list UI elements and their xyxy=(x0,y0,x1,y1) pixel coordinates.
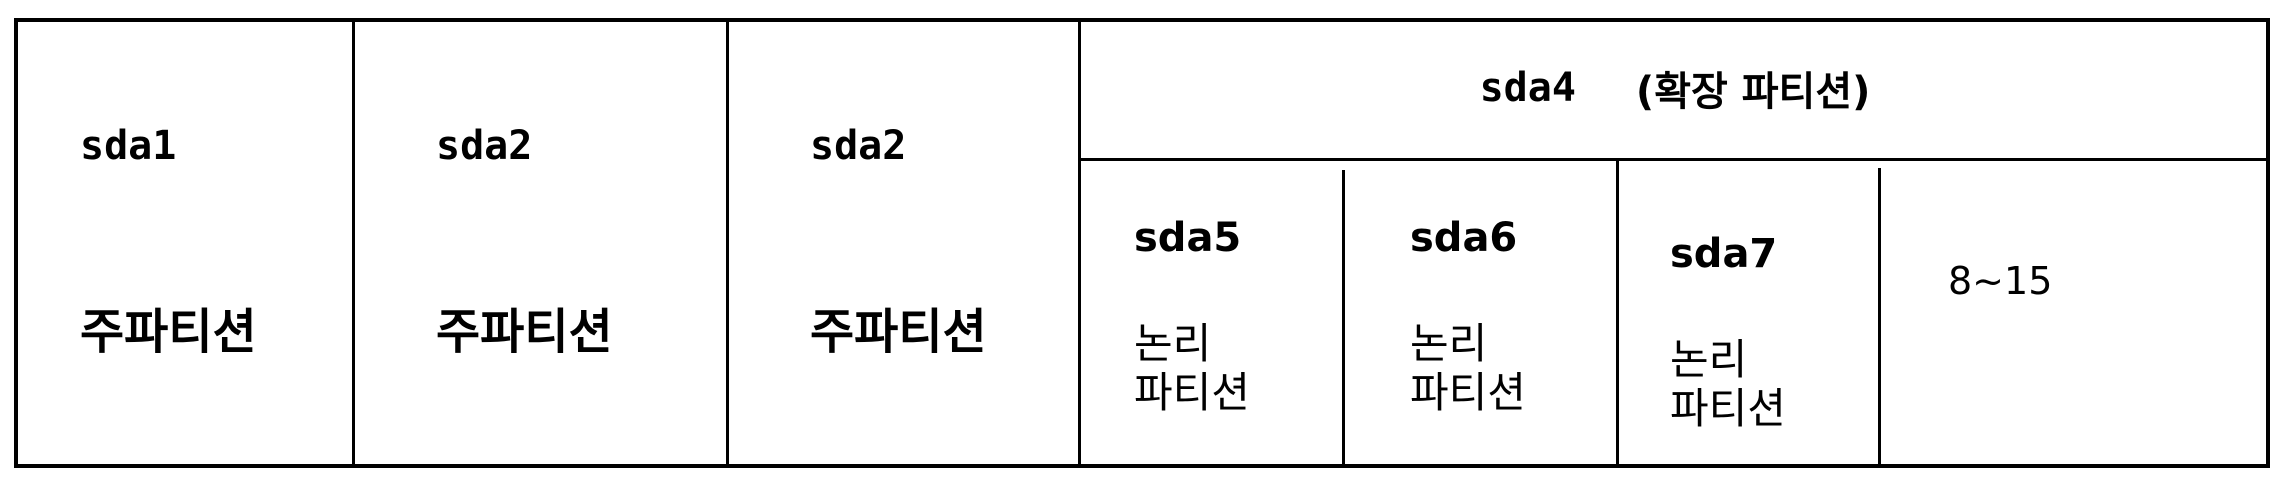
logical-partition-type-7-line1: 논리 xyxy=(1670,335,1748,384)
divider-logical-3 xyxy=(1878,168,1881,466)
logical-partition-name-5: sda5 xyxy=(1134,215,1242,261)
partition-name-2: sda2 xyxy=(436,123,533,169)
divider-col-1 xyxy=(352,20,355,466)
logical-partition-type-7: 논리 파티션 xyxy=(1670,335,1786,433)
logical-partition-type-6-line2: 파티션 xyxy=(1410,367,1526,417)
logical-partition-type-5-line1: 논리 xyxy=(1134,319,1212,368)
partition-table xyxy=(14,18,2270,468)
extended-partition-label: (확장 파티션) xyxy=(1635,69,1871,115)
divider-col-3 xyxy=(1078,20,1081,466)
logical-partition-type-5: 논리 파티션 xyxy=(1134,319,1250,417)
divider-col-2 xyxy=(726,20,729,466)
extended-partition-name: sda4 xyxy=(1479,65,1576,111)
divider-logical-2 xyxy=(1616,160,1619,466)
logical-partition-type-7-line2: 파티션 xyxy=(1670,383,1786,433)
divider-logical-1 xyxy=(1342,170,1345,466)
partition-name-3: sda2 xyxy=(810,123,907,169)
divider-extended-header xyxy=(1080,158,2268,161)
logical-partition-range: 8~15 xyxy=(1948,259,2053,303)
logical-partition-name-7: sda7 xyxy=(1670,231,1778,277)
partition-name-1: sda1 xyxy=(80,123,177,169)
partition-type-3: 주파티션 xyxy=(810,304,987,360)
partition-type-1: 주파티션 xyxy=(80,304,257,360)
logical-partition-type-6: 논리 파티션 xyxy=(1410,319,1526,417)
logical-partition-name-6: sda6 xyxy=(1410,215,1518,261)
partition-type-2: 주파티션 xyxy=(436,304,613,360)
extended-partition-header: sda4 (확장 파티션) xyxy=(1080,18,2270,158)
logical-partition-type-5-line2: 파티션 xyxy=(1134,367,1250,417)
logical-partition-type-6-line1: 논리 xyxy=(1410,319,1488,368)
